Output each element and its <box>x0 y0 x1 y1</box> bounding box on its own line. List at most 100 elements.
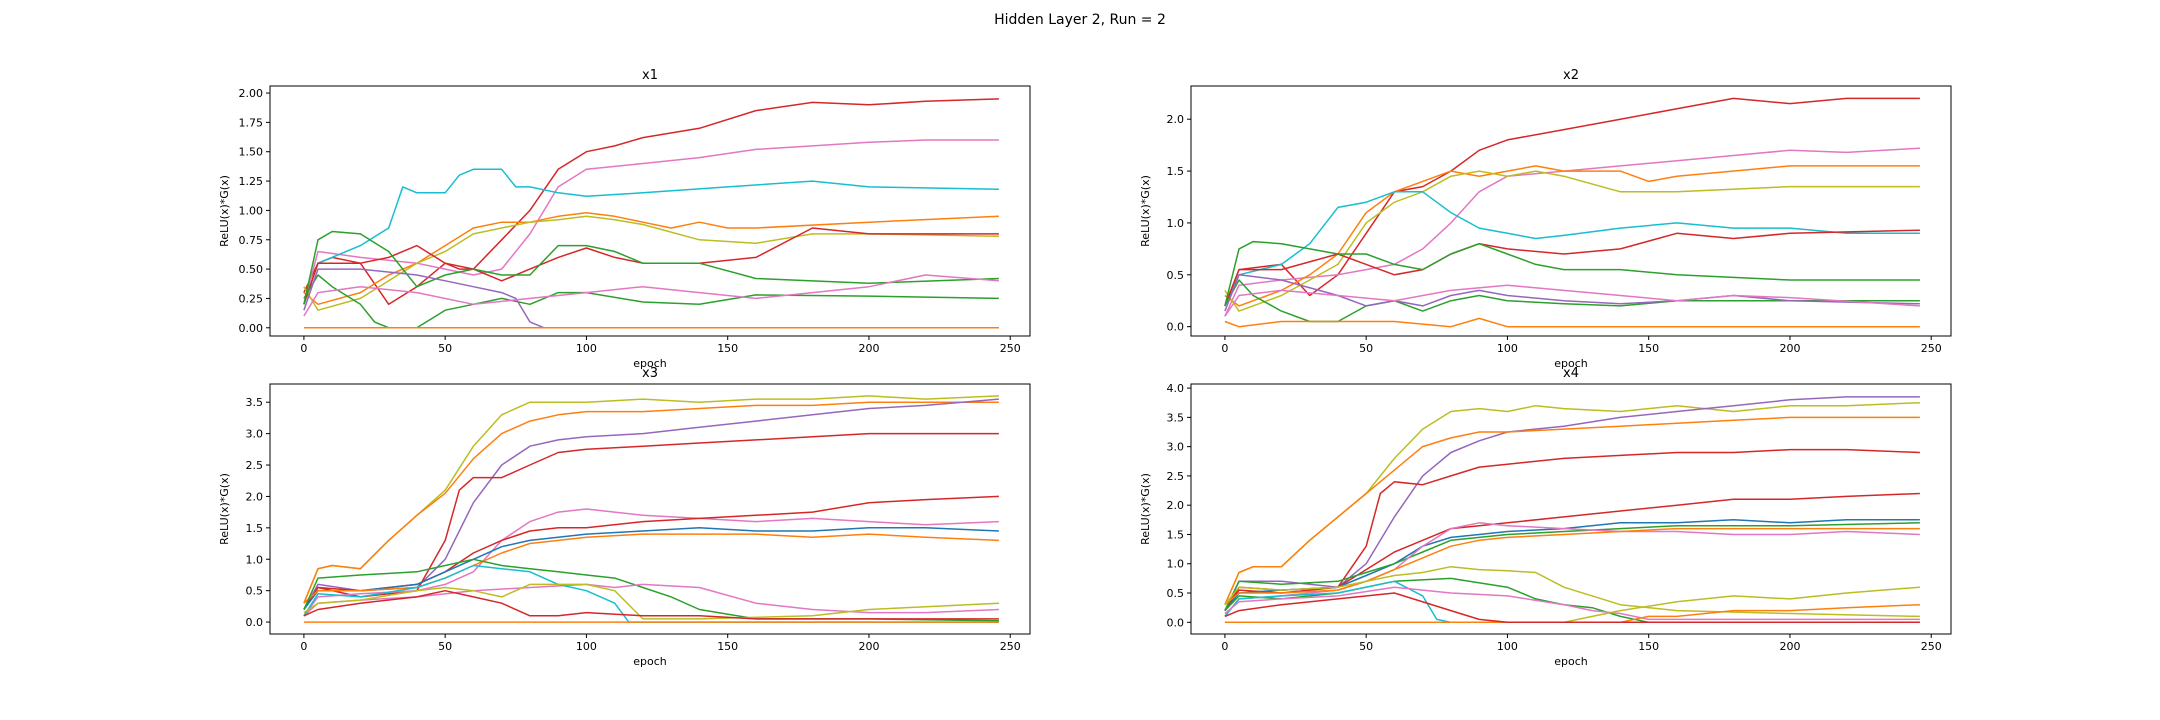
series-line-x1-1 <box>303 139 999 305</box>
y-tick-label: 0.0 <box>246 616 264 629</box>
y-tick-label: 0.00 <box>239 322 264 335</box>
x-tick-label: 0 <box>1221 342 1228 355</box>
y-tick-label: 1.0 <box>246 553 264 566</box>
series-line-x1-9 <box>303 274 999 317</box>
series-line-x4-8 <box>1224 527 1920 606</box>
axes-frame-x1 <box>269 85 1031 337</box>
y-tick-label: 0.0 <box>1167 616 1185 629</box>
y-axis-label: ReLU(x)*G(x) <box>218 175 231 247</box>
y-tick-label: 1.50 <box>239 146 264 159</box>
series-line-x3-10 <box>303 564 999 623</box>
series-line-x2-4 <box>1224 191 1920 307</box>
y-tick-label: 3.5 <box>1167 411 1185 424</box>
y-tick-label: 0.5 <box>1167 269 1185 282</box>
series-line-x1-2 <box>303 168 999 305</box>
subplot-title: x3 <box>642 366 658 381</box>
series-line-x3-8 <box>303 558 999 622</box>
x-tick-label: 50 <box>438 342 452 355</box>
x-tick-label: 200 <box>1779 640 1800 653</box>
series-line-x2-7 <box>1224 279 1920 323</box>
series-line-x1-6 <box>303 230 999 305</box>
y-tick-label: 0.5 <box>246 585 264 598</box>
series-line-x3-2 <box>303 398 999 610</box>
x-tick-label: 150 <box>717 640 738 653</box>
series-line-x2-1 <box>1224 147 1920 317</box>
x-tick-label: 100 <box>576 640 597 653</box>
series-line-x4-15 <box>1224 592 1920 624</box>
x-axis-label: epoch <box>1554 655 1588 668</box>
x-tick-label: 200 <box>858 640 879 653</box>
x-tick-label: 50 <box>438 640 452 653</box>
y-tick-label: 1.5 <box>1167 165 1185 178</box>
series-line-x1-8 <box>303 268 999 329</box>
series-line-x3-4 <box>303 508 999 617</box>
series-line-x4-1 <box>1224 396 1920 611</box>
y-tick-label: 4.0 <box>1167 382 1185 395</box>
series-line-x4-14 <box>1224 603 1920 624</box>
subplot-x4: 0 50 100 150 200 250 0.0 0.5 1.0 1.5 2.0 2.5 3.0 3.5 4… <box>1139 366 1952 668</box>
series-line-x3-12 <box>303 589 999 620</box>
y-tick-label: 1.5 <box>1167 528 1185 541</box>
y-tick-label: 1.75 <box>239 116 264 129</box>
x-tick-label: 0 <box>1221 640 1228 653</box>
y-tick-label: 1.25 <box>239 175 264 188</box>
series-line-x2-3 <box>1224 170 1920 312</box>
x-tick-label: 250 <box>1000 640 1021 653</box>
y-tick-label: 2.00 <box>239 87 264 100</box>
y-tick-label: 0.0 <box>1167 321 1185 334</box>
y-axis-label: ReLU(x)*G(x) <box>218 473 231 545</box>
y-tick-label: 0.75 <box>239 234 264 247</box>
y-tick-label: 1.0 <box>1167 558 1185 571</box>
y-tick-label: 2.5 <box>246 459 264 472</box>
subplot-x3: 0 50 100 150 200 250 0.0 0.5 1.0 1.5 2.0 2.5 3.0 3.5 x… <box>218 366 1031 668</box>
x-tick-label: 150 <box>1638 342 1659 355</box>
x-tick-label: 50 <box>1359 342 1373 355</box>
axes-frame-x3 <box>269 383 1031 635</box>
y-tick-label: 3.0 <box>1167 441 1185 454</box>
series-line-x1-3 <box>303 212 999 306</box>
axes-frame-x2 <box>1190 85 1952 337</box>
x-tick-label: 0 <box>300 342 307 355</box>
series-line-x2-9 <box>1224 284 1920 317</box>
series-line-x4-6 <box>1224 522 1920 611</box>
y-tick-label: 0.5 <box>1167 587 1185 600</box>
series-line-x4-2 <box>1224 416 1920 606</box>
x-tick-label: 200 <box>858 342 879 355</box>
subplot-title: x4 <box>1563 366 1579 381</box>
series-line-x4-12 <box>1224 586 1920 621</box>
subplot-title: x2 <box>1563 68 1579 83</box>
y-tick-label: 2.0 <box>1167 499 1185 512</box>
y-tick-label: 0.25 <box>239 292 264 305</box>
series-line-x1-5 <box>303 227 999 305</box>
series-line-x2-0 <box>1224 97 1920 307</box>
series-line-x2-6 <box>1224 240 1920 307</box>
y-tick-label: 2.0 <box>1167 113 1185 126</box>
y-tick-label: 1.5 <box>246 522 264 535</box>
series-line-x1-7 <box>303 274 999 329</box>
x-tick-label: 150 <box>1638 640 1659 653</box>
x-tick-label: 250 <box>1921 640 1942 653</box>
x-axis-label: epoch <box>1554 357 1588 370</box>
series-line-x4-0 <box>1224 401 1920 606</box>
x-axis-label: epoch <box>633 655 667 668</box>
subplot-title: x1 <box>642 68 658 83</box>
x-tick-label: 0 <box>300 640 307 653</box>
y-axis-label: ReLU(x)*G(x) <box>1139 473 1152 545</box>
series-line-x4-7 <box>1224 522 1920 617</box>
y-axis-label: ReLU(x)*G(x) <box>1139 175 1152 247</box>
x-tick-label: 100 <box>1497 640 1518 653</box>
series-line-x4-11 <box>1224 580 1920 624</box>
x-axis-label: epoch <box>633 357 667 370</box>
y-tick-label: 2.0 <box>246 490 264 503</box>
x-tick-label: 200 <box>1779 342 1800 355</box>
series-line-x3-7 <box>303 533 999 604</box>
series-line-x3-11 <box>303 583 999 620</box>
subplot-x2: 0 50 100 150 200 250 0.0 0.5 1.0 1.5 2.0 x2 epoch ReL… <box>1139 68 1952 370</box>
series-line-x3-1 <box>303 401 999 604</box>
series-line-x4-9 <box>1224 565 1920 618</box>
x-tick-label: 50 <box>1359 640 1373 653</box>
y-tick-label: 3.0 <box>246 428 264 441</box>
y-tick-label: 1.00 <box>239 204 264 217</box>
x-tick-label: 250 <box>1921 342 1942 355</box>
x-tick-label: 100 <box>1497 342 1518 355</box>
